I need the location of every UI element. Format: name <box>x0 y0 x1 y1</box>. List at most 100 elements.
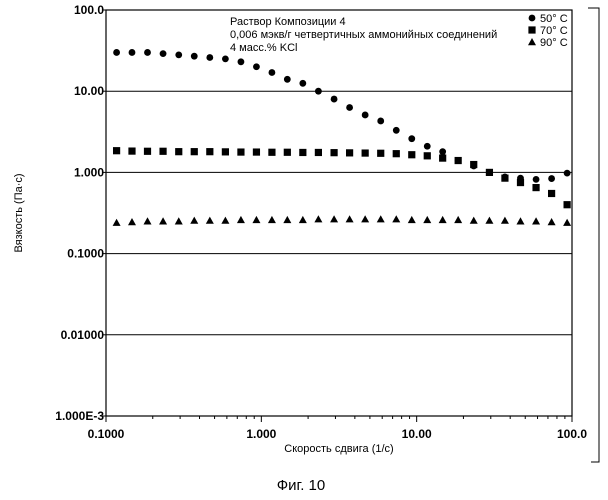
series-1-point-4 <box>175 148 182 155</box>
series-2-point-12 <box>299 216 307 223</box>
series-2-point-16 <box>361 215 369 222</box>
series-0-point-15 <box>346 104 353 111</box>
series-0 <box>113 49 570 183</box>
series-0-point-19 <box>408 135 415 142</box>
series-1-point-22 <box>455 157 462 164</box>
series-2-point-0 <box>113 219 121 226</box>
y-tick-label-5: 1.000E-3 <box>55 409 104 423</box>
series-2-point-24 <box>485 217 493 224</box>
series-1-point-23 <box>470 161 477 168</box>
right-bracket <box>588 8 599 462</box>
series-0-point-27 <box>533 176 540 183</box>
series-1-point-25 <box>501 175 508 182</box>
series-2-point-20 <box>423 216 431 223</box>
series-0-point-3 <box>160 50 167 57</box>
annotation-line-1: Раствор Композиции 4 <box>230 16 346 28</box>
legend-marker-0 <box>529 15 536 22</box>
legend-label-2: 90° C <box>540 37 568 49</box>
series-2-point-5 <box>190 217 198 224</box>
x-tick-label-0: 0.1000 <box>88 427 125 441</box>
series-1-point-10 <box>268 149 275 156</box>
series-2-point-23 <box>470 217 478 224</box>
series-0-point-21 <box>439 148 446 155</box>
series-2-point-28 <box>548 218 556 225</box>
series-0-point-0 <box>113 49 120 56</box>
x-tick-label-1: 1.000 <box>246 427 276 441</box>
series-0-point-6 <box>206 54 213 61</box>
series-1-point-1 <box>128 147 135 154</box>
series-1-point-19 <box>408 151 415 158</box>
series-0-point-28 <box>548 175 555 182</box>
x-tick-label-2: 10.00 <box>402 427 432 441</box>
series-2-point-3 <box>159 217 167 224</box>
series-1-point-14 <box>330 149 337 156</box>
series-0-point-7 <box>222 55 229 62</box>
legend-marker-2 <box>528 38 536 45</box>
series-2-point-7 <box>221 217 229 224</box>
series-1-point-7 <box>222 148 229 155</box>
legend-marker-1 <box>528 26 535 33</box>
series-2-point-10 <box>268 216 276 223</box>
y-tick-label-0: 100.0 <box>74 3 104 17</box>
series-0-point-1 <box>129 49 136 56</box>
y-tick-label-2: 1.000 <box>74 165 104 179</box>
series-2-point-9 <box>252 216 260 223</box>
series-2-point-18 <box>392 215 400 222</box>
annotation-line-2: 0,006 мэкв/г четвертичных аммонийных сое… <box>230 29 497 41</box>
series-2-point-4 <box>175 217 183 224</box>
x-axis-ticks: 0.1000 1.000 10.00 100.0 <box>88 416 588 441</box>
data-series <box>113 49 572 226</box>
series-1-point-11 <box>284 149 291 156</box>
series-0-point-8 <box>238 58 245 65</box>
series-2-point-26 <box>516 217 524 224</box>
series-1-point-20 <box>424 152 431 159</box>
series-2-point-29 <box>563 219 571 226</box>
series-1-point-21 <box>439 155 446 162</box>
series-2-point-13 <box>314 215 322 222</box>
x-tick-label-3: 100.0 <box>557 427 587 441</box>
series-1-point-6 <box>206 148 213 155</box>
series-2-point-1 <box>128 218 136 225</box>
series-2-point-17 <box>377 215 385 222</box>
series-1-point-13 <box>315 149 322 156</box>
series-1-point-28 <box>548 190 555 197</box>
annotation-block: Раствор Композиции 4 0,006 мэкв/г четвер… <box>230 16 497 54</box>
series-1-point-26 <box>517 179 524 186</box>
y-axis-ticks: 100.010.001.0000.10000.010001.000E-3 <box>55 3 106 423</box>
annotation-line-3: 4 масс.% KCl <box>230 42 297 54</box>
plot-frame <box>106 10 572 416</box>
series-2-point-6 <box>206 217 214 224</box>
series-0-point-12 <box>299 80 306 87</box>
legend: 50° C70° C90° C <box>528 13 568 49</box>
series-1-point-12 <box>299 149 306 156</box>
series-1-point-29 <box>564 201 571 208</box>
series-2-point-11 <box>283 216 291 223</box>
series-1-point-17 <box>377 150 384 157</box>
series-0-point-13 <box>315 88 322 95</box>
series-1-point-24 <box>486 169 493 176</box>
series-1-point-8 <box>237 148 244 155</box>
series-2-point-8 <box>237 216 245 223</box>
series-1-point-3 <box>159 148 166 155</box>
chart-canvas: 0.10001.00010.00100.0 100.010.001.0000.1… <box>0 0 608 500</box>
series-1-point-15 <box>346 149 353 156</box>
series-0-point-2 <box>144 49 151 56</box>
series-1-point-0 <box>113 147 120 154</box>
figure-caption: Фиг. 10 <box>277 477 325 494</box>
x-axis-label: Скорость сдвига (1/c) <box>284 443 393 455</box>
series-1 <box>113 147 571 208</box>
series-2-point-22 <box>454 216 462 223</box>
y-tick-label-1: 10.00 <box>74 84 104 98</box>
series-1-point-9 <box>253 148 260 155</box>
series-2-point-19 <box>408 216 416 223</box>
series-0-point-29 <box>564 170 571 177</box>
gridlines <box>106 10 572 416</box>
series-1-point-5 <box>191 148 198 155</box>
y-tick-label-3: 0.1000 <box>67 247 104 261</box>
series-0-point-20 <box>424 143 431 150</box>
series-0-point-14 <box>331 96 338 103</box>
series-2-point-27 <box>532 217 540 224</box>
series-2 <box>113 215 572 226</box>
legend-label-1: 70° C <box>540 25 568 37</box>
series-0-point-10 <box>269 69 276 76</box>
